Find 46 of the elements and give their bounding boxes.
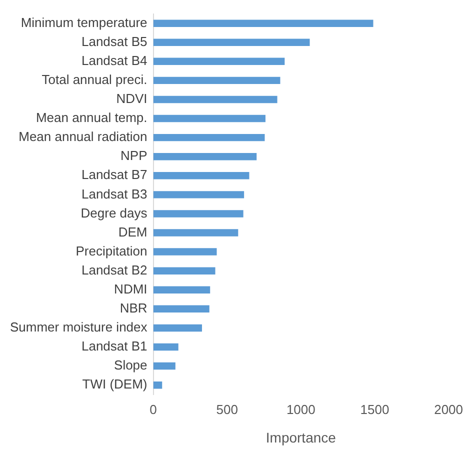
y-tick-label: Landsat B5 [81, 34, 148, 49]
bar [153, 58, 285, 66]
bar [153, 134, 265, 142]
y-tick-label: NBR [120, 300, 148, 316]
x-axis-title: Importance [266, 429, 336, 446]
y-tick-label: Total annual preci. [42, 72, 148, 88]
bar [153, 38, 310, 46]
y-tick-label: Precipitation [76, 243, 148, 258]
bar [153, 172, 250, 180]
x-tick-label: 0 [150, 402, 157, 417]
x-tick-label: 500 [216, 402, 238, 417]
y-tick-label: Landsat B1 [81, 338, 148, 354]
y-tick-label: Landsat B7 [81, 167, 148, 182]
bar [153, 305, 210, 313]
x-tick-label: 1500 [360, 402, 390, 417]
bar [153, 229, 238, 236]
bar [153, 267, 216, 274]
y-tick-label: Mean annual temp. [36, 110, 148, 126]
y-tick-label: NPP [120, 148, 148, 164]
y-tick-label: Landsat B2 [81, 262, 148, 278]
y-tick-label: Summer moisture index [10, 320, 148, 335]
y-tick-label: Degre days [80, 205, 148, 220]
bar [153, 76, 280, 84]
y-tick-label: NDMI [114, 281, 148, 296]
bar [153, 381, 162, 389]
bar [153, 286, 210, 294]
bar [153, 324, 202, 332]
bar [153, 20, 374, 27]
y-tick-label: Landsat B4 [81, 52, 148, 68]
y-tick-label: DEM [118, 224, 148, 240]
y-tick-label: Landsat B3 [81, 186, 148, 202]
bar [153, 362, 176, 370]
y-tick-label: Slope [114, 358, 148, 373]
y-tick-label: TWI (DEM) [82, 376, 148, 392]
bar [153, 114, 266, 122]
bar [153, 210, 244, 218]
bar [153, 152, 257, 160]
x-tick-label: 2000 [434, 402, 463, 417]
y-tick-label: Mean annual radiation [18, 129, 148, 144]
bar [153, 96, 278, 104]
y-tick-label: NDVI [116, 91, 148, 106]
bar [153, 191, 244, 198]
bar [153, 343, 178, 351]
y-tick-label: Minimum temperature [20, 14, 148, 30]
x-tick-label: 1000 [286, 402, 316, 417]
bar [153, 248, 217, 256]
